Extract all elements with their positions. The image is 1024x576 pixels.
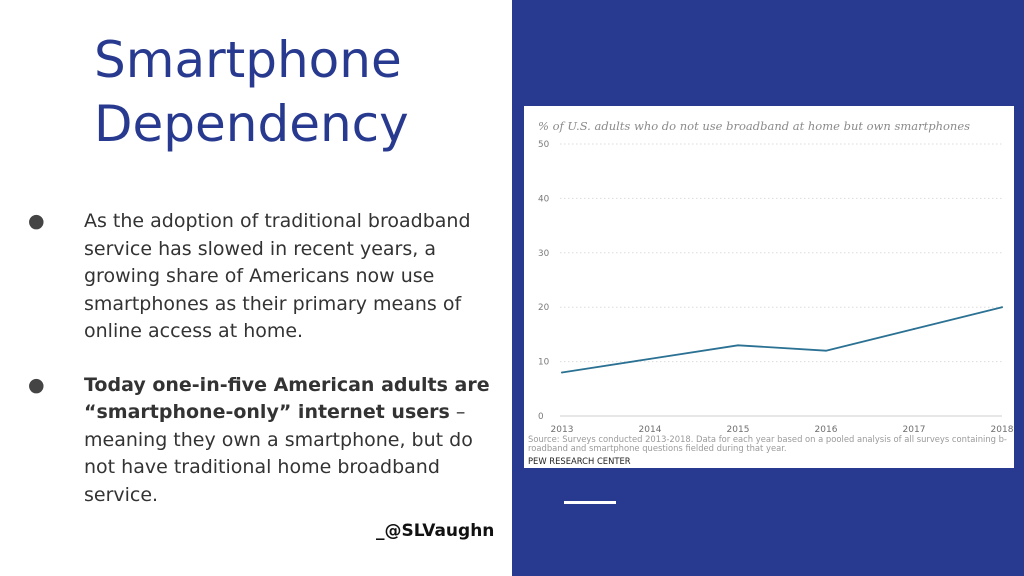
y-tick-label: 0 [538, 412, 544, 422]
chart-source-line-1: Source: Surveys conducted 2013-2018. Dat… [528, 434, 1007, 444]
bullet-list: ● As the adoption of traditional broadba… [28, 208, 498, 509]
chart-title: % of U.S. adults who do not use broadban… [538, 119, 970, 133]
bullet-item-adoption: ● As the adoption of traditional broadba… [28, 208, 498, 346]
accent-divider [564, 501, 616, 504]
chart-credit: PEW RESEARCH CENTER [528, 456, 631, 466]
data-point [825, 349, 827, 352]
bullet-bold-text: Today one-in-five American adults are “s… [84, 373, 490, 424]
data-point [561, 371, 563, 374]
chart-source-line-2: roadband and smartphone questions fielde… [528, 443, 787, 453]
series-line [561, 306, 1003, 374]
title-line-2: Dependency [94, 95, 409, 153]
x-tick-label: 2017 [903, 425, 926, 435]
y-tick-label: 20 [538, 303, 550, 313]
x-tick-label: 2015 [727, 425, 750, 435]
bullet-dot-icon: ● [28, 373, 45, 396]
bullet-text: – meaning they own a smartphone, but do … [84, 401, 473, 506]
data-point [913, 328, 915, 330]
data-point [649, 357, 651, 360]
x-tick-label: 2013 [551, 425, 574, 435]
line-chart: % of U.S. adults who do not use broadban… [528, 119, 1014, 466]
y-tick-label: 40 [538, 194, 550, 204]
data-point [737, 344, 739, 347]
x-tick-label: 2014 [639, 425, 662, 435]
bullet-dot-icon: ● [28, 210, 45, 232]
y-tick-label: 30 [538, 249, 550, 259]
bullet-text: As the adoption of traditional broadband… [84, 210, 471, 342]
x-tick-label: 2018 [991, 425, 1014, 435]
x-tick-label: 2016 [815, 425, 838, 435]
chart-card: % of U.S. adults who do not use broadban… [524, 106, 1014, 468]
y-tick-label: 10 [538, 358, 550, 368]
y-tick-label: 50 [538, 140, 550, 150]
data-point [1001, 306, 1003, 309]
author-handle: _@SLVaughn [376, 521, 495, 541]
title-line-1: Smartphone [94, 31, 402, 89]
text-panel: Smartphone Dependency ● As the adoption … [28, 28, 498, 541]
bullet-item-smartphone-only: ● Today one-in-five American adults are … [28, 372, 498, 510]
slide-title: Smartphone Dependency [94, 28, 409, 156]
